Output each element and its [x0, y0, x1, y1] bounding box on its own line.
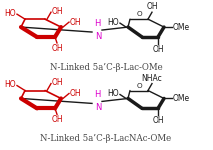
- Text: OH: OH: [51, 44, 63, 53]
- Text: OH: OH: [152, 116, 164, 125]
- Text: OMe: OMe: [173, 94, 190, 103]
- Text: OMe: OMe: [173, 22, 190, 32]
- Text: N-Linked 5a’C-β-Lac-OMe: N-Linked 5a’C-β-Lac-OMe: [50, 63, 162, 72]
- Text: OH: OH: [152, 45, 164, 54]
- Text: OH: OH: [70, 18, 82, 27]
- Text: NHAc: NHAc: [142, 74, 162, 83]
- Text: OH: OH: [51, 115, 63, 124]
- Text: H: H: [94, 19, 100, 28]
- Text: N: N: [95, 103, 101, 112]
- Text: OH: OH: [146, 2, 158, 11]
- Text: HO: HO: [107, 89, 119, 98]
- Text: O: O: [136, 82, 142, 88]
- Text: OH: OH: [52, 7, 64, 16]
- Text: N-Linked 5a’C-β-LacNAc-OMe: N-Linked 5a’C-β-LacNAc-OMe: [40, 134, 172, 143]
- Text: OH: OH: [52, 78, 64, 87]
- Text: H: H: [94, 90, 100, 99]
- Text: HO: HO: [4, 9, 16, 18]
- Text: O: O: [136, 11, 142, 17]
- Text: N: N: [95, 32, 101, 41]
- Text: HO: HO: [4, 80, 16, 89]
- Text: OH: OH: [70, 89, 82, 98]
- Text: HO: HO: [107, 18, 119, 27]
